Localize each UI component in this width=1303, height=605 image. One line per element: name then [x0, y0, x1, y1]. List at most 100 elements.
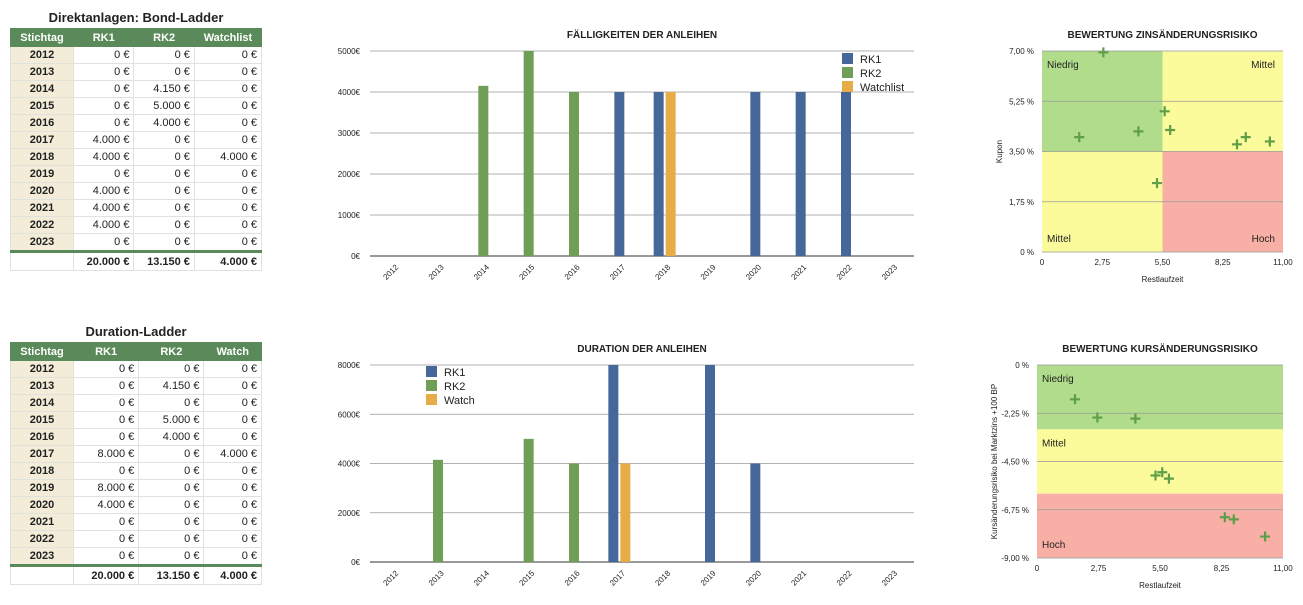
zone-label: Mittel [1042, 438, 1066, 449]
year-cell: 2023 [10, 547, 74, 566]
zone-label: Niedrig [1042, 374, 1074, 385]
value-cell: 0 € [193, 97, 263, 115]
value-cell: 4.000 € [72, 496, 140, 514]
data-point-marker [1130, 413, 1141, 424]
data-point-marker [1152, 178, 1163, 189]
y-tick-label: 0€ [351, 558, 360, 567]
table-row: 2017 4.000 €0 €0 € [10, 131, 263, 149]
data-point-marker [1260, 531, 1271, 542]
value-cell: 0 € [193, 46, 263, 64]
value-cell: 0 € [193, 63, 263, 81]
value-cell: 8.000 € [72, 479, 140, 497]
bar-rk1 [608, 365, 619, 562]
x-tick-label: 2023 [880, 262, 899, 281]
value-cell: 0 € [193, 165, 263, 183]
value-cell: 0 € [133, 216, 195, 234]
x-tick-label: 2016 [563, 568, 582, 587]
year-cell: 2013 [10, 63, 74, 81]
x-tick-label: 5,50 [1152, 564, 1168, 573]
value-cell: 0 € [203, 394, 262, 412]
y-tick-label: 2000€ [338, 509, 361, 518]
data-point-marker [1219, 512, 1230, 523]
x-tick-label: 2018 [653, 262, 672, 281]
x-tick-label: 2020 [744, 262, 763, 281]
x-tick-label: 11,00 [1273, 564, 1293, 573]
year-cell: 2017 [10, 131, 74, 149]
year-cell: 2021 [10, 199, 74, 217]
table-row: 2015 0 €5.000 €0 € [10, 97, 263, 115]
value-cell: 5.000 € [138, 411, 205, 429]
y-tick-label: 0 % [1020, 248, 1034, 257]
value-cell: 0 € [203, 377, 262, 395]
x-tick-label: 5,50 [1155, 258, 1171, 267]
value-cell: 0 € [203, 411, 262, 429]
table-header-row: Stichtag RK1 RK2 Watch [10, 342, 262, 361]
x-tick-label: 8,25 [1214, 564, 1230, 573]
bar-rk2 [523, 438, 534, 562]
bar-rk1 [653, 92, 664, 256]
value-cell: 0 € [72, 360, 140, 378]
y-tick-label: 1000€ [338, 211, 361, 220]
column-header: Watch [203, 342, 262, 361]
table-row: 2018 0 €0 €0 € [10, 462, 262, 480]
value-cell: 4.000 € [72, 182, 135, 200]
y-tick-label: -2,25 % [1001, 409, 1029, 418]
legend-label: RK1 [860, 54, 881, 66]
value-cell: 0 € [193, 131, 263, 149]
table-row: 2016 0 €4.000 €0 € [10, 114, 263, 132]
value-cell: 0 € [72, 428, 140, 446]
table-row: 2020 4.000 €0 €0 € [10, 496, 262, 514]
value-cell: 0 € [138, 360, 205, 378]
value-cell: 4.000 € [72, 199, 135, 217]
x-tick-label: 2014 [472, 262, 491, 281]
year-cell: 2019 [10, 479, 74, 497]
value-cell: 0 € [72, 411, 140, 429]
value-cell: 0 € [193, 216, 263, 234]
value-cell: 4.000 € [72, 216, 135, 234]
year-cell: 2021 [10, 513, 74, 531]
bar-rk2 [569, 92, 579, 256]
data-point-marker [1264, 136, 1275, 147]
y-tick-label: -4,50 % [1001, 458, 1029, 467]
interest-risk-scatter: BEWERTUNG ZINSÄNDERUNGSRISIKO Niedrig Mitt… [995, 28, 1293, 284]
bond-ladder-title: Direktanlagen: Bond-Ladder [48, 10, 224, 25]
value-cell: 0 € [133, 63, 195, 81]
value-cell: 4.000 € [72, 131, 135, 149]
y-tick-label: 4000€ [338, 88, 361, 97]
risk-zone-red [1037, 493, 1283, 558]
year-cell: 2017 [10, 445, 74, 463]
data-point-marker [1159, 106, 1170, 117]
bar-rk2 [478, 85, 489, 256]
data-point-marker [1074, 132, 1085, 143]
bar-rk2 [433, 459, 443, 562]
y-tick-label: 7,00 % [1009, 47, 1034, 56]
x-tick-label: 2019 [699, 262, 718, 281]
value-cell: 0 € [133, 233, 195, 252]
table-row: 2012 0 €0 €0 € [10, 46, 263, 64]
value-cell: 4.000 € [133, 114, 195, 132]
legend-swatch [842, 81, 853, 92]
value-cell: 0 € [72, 165, 135, 183]
value-cell: 0 € [203, 479, 262, 497]
year-cell: 2012 [10, 46, 74, 64]
duration-ladder-title: Duration-Ladder [85, 324, 187, 339]
table-row: 2014 0 €4.150 €0 € [10, 80, 263, 98]
zone-label: Hoch [1252, 234, 1275, 245]
data-point-marker [1098, 47, 1109, 58]
y-tick-label: 6000€ [338, 410, 361, 419]
y-axis-label: Kursänderungsrisiko bei Marktzins +100 B… [990, 384, 999, 539]
data-point-marker [1070, 394, 1081, 405]
value-cell: 8.000 € [72, 445, 140, 463]
data-point-marker [1133, 126, 1144, 137]
x-tick-label: 2019 [699, 568, 718, 587]
chart-title: BEWERTUNG KURSÄNDERUNGSRISIKO [1062, 342, 1258, 355]
table-row: 2013 0 €0 €0 € [10, 63, 263, 81]
bar-rk1 [795, 92, 806, 256]
table-row: 2022 0 €0 €0 € [10, 530, 262, 548]
value-cell: 0 € [72, 462, 140, 480]
value-cell: 0 € [72, 80, 135, 98]
value-cell: 0 € [138, 530, 205, 548]
table-row: 2022 4.000 €0 €0 € [10, 216, 263, 234]
legend-label: RK2 [860, 68, 881, 80]
value-cell: 0 € [203, 547, 262, 566]
